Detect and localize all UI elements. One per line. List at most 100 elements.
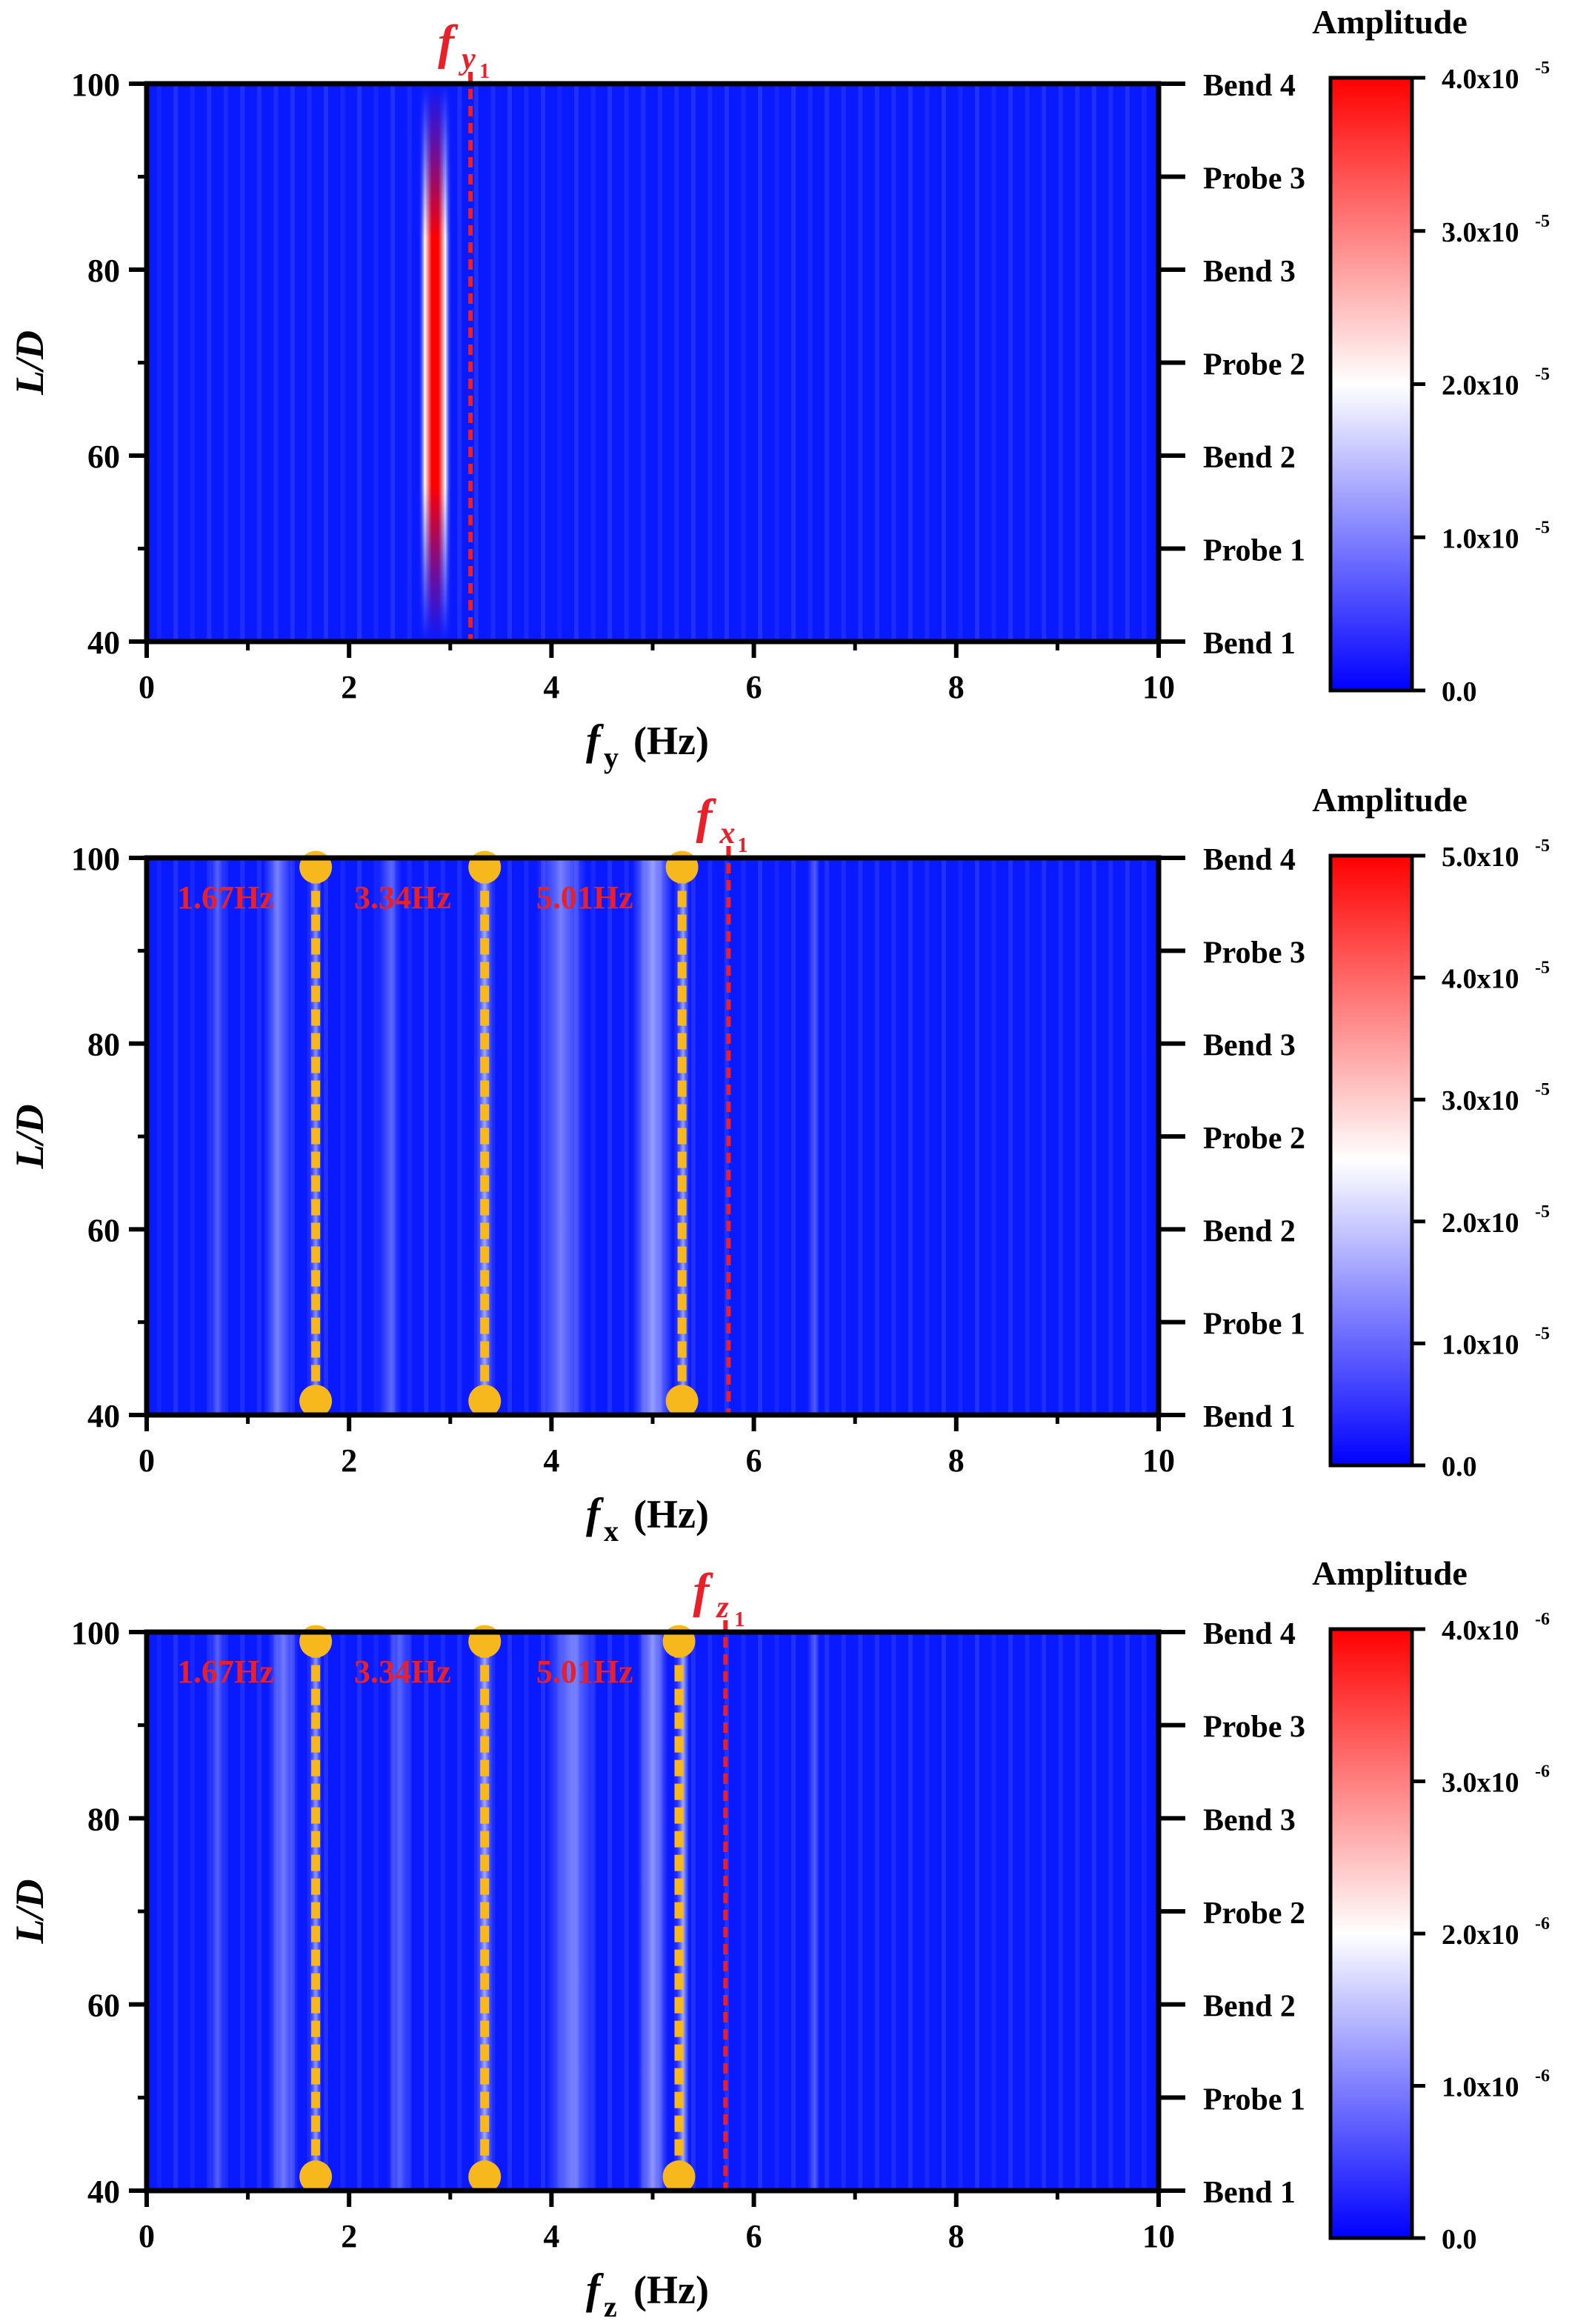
heatmap-stripe bbox=[1058, 1632, 1063, 2191]
heatmap-stripe bbox=[1091, 1632, 1096, 2191]
heatmap-stripe bbox=[858, 84, 863, 642]
colorbar-frame bbox=[1328, 853, 1414, 1468]
heatmap-stripe bbox=[1108, 858, 1113, 1415]
heatmap-stripe bbox=[207, 84, 212, 642]
heatmap-stripe bbox=[758, 858, 763, 1415]
heatmap-stripe bbox=[975, 84, 980, 642]
heatmap-stripe bbox=[373, 858, 379, 1415]
colorbar-tick-exp: -5 bbox=[1535, 365, 1550, 384]
heatmap-stripe bbox=[390, 84, 396, 642]
right-tick-label: Bend 4 bbox=[1203, 1617, 1296, 1651]
x-tick-label: 6 bbox=[746, 2218, 762, 2254]
x-tick-label: 10 bbox=[1142, 2218, 1175, 2254]
heatmap-stripe bbox=[156, 858, 161, 1415]
heatmap-stripe bbox=[841, 858, 846, 1415]
y-tick-label: 80 bbox=[87, 1801, 120, 1837]
right-tick-label: Bend 4 bbox=[1203, 843, 1296, 877]
reference-line-sub: z bbox=[715, 1591, 729, 1625]
right-tick-label: Bend 2 bbox=[1203, 1214, 1296, 1248]
colorbar-tick-exp: -5 bbox=[1535, 518, 1550, 537]
heatmap-stripe bbox=[340, 858, 345, 1415]
harmonic-label: 5.01Hz bbox=[536, 1654, 633, 1690]
heatmap-stripe bbox=[774, 858, 779, 1415]
heatmap-stripe bbox=[1042, 1632, 1047, 2191]
heatmap-stripe bbox=[1108, 1632, 1113, 2191]
heatmap-stripe bbox=[774, 1632, 779, 2191]
harmonic-label: 3.34Hz bbox=[354, 1654, 451, 1690]
heatmap-stripe bbox=[1125, 1632, 1130, 2191]
heatmap-stripe bbox=[941, 84, 946, 642]
x-tick-label: 6 bbox=[746, 669, 762, 705]
heatmap-stripe bbox=[424, 1632, 429, 2191]
y-tick-label: 40 bbox=[87, 1398, 120, 1434]
heatmap-stripe bbox=[440, 858, 445, 1415]
colorbar-tick-exp: -6 bbox=[1535, 2067, 1550, 2086]
colorbar-title: Amplitude bbox=[1312, 3, 1468, 41]
heatmap-stripe bbox=[741, 84, 746, 642]
colorbar-tick-exp: -5 bbox=[1535, 59, 1550, 78]
heatmap-peak bbox=[263, 858, 294, 1415]
heatmap-stripe bbox=[1075, 1632, 1080, 2191]
y-tick-label: 100 bbox=[71, 841, 120, 877]
heatmap-stripe bbox=[473, 84, 479, 642]
heatmap-stripe bbox=[958, 858, 963, 1415]
harmonic-dot-bottom bbox=[299, 1385, 333, 1418]
heatmap-stripe bbox=[574, 84, 579, 642]
colorbar-tick-exp: -5 bbox=[1535, 959, 1550, 978]
heatmap-stripe bbox=[190, 858, 195, 1415]
heatmap-stripe bbox=[1025, 84, 1030, 642]
harmonic-dot-bottom bbox=[662, 2160, 696, 2194]
heatmap-stripe bbox=[307, 858, 312, 1415]
heatmap-background bbox=[147, 84, 1159, 642]
heatmap-stripe bbox=[1075, 84, 1080, 642]
heatmap-stripe bbox=[624, 858, 629, 1415]
x-tick-label: 0 bbox=[139, 1442, 155, 1479]
heatmap-stripe bbox=[707, 84, 713, 642]
heatmap-stripe bbox=[524, 84, 529, 642]
harmonic-label: 5.01Hz bbox=[536, 879, 633, 916]
heatmap-stripe bbox=[223, 1632, 228, 2191]
x-tick-label: 2 bbox=[341, 1442, 357, 1479]
heatmap-stripe bbox=[907, 1632, 913, 2191]
heatmap-stripe bbox=[424, 858, 429, 1415]
heatmap-stripe bbox=[1042, 84, 1047, 642]
colorbar-tick-exp: -5 bbox=[1535, 1080, 1550, 1099]
heatmap-stripe bbox=[791, 84, 796, 642]
reference-line-sub2: 1 bbox=[479, 60, 490, 83]
heatmap-stripe bbox=[1075, 858, 1080, 1415]
heatmap-stripe bbox=[991, 84, 996, 642]
heatmap-stripe bbox=[791, 1632, 796, 2191]
heatmap-stripe bbox=[907, 858, 913, 1415]
heatmap-stripe bbox=[991, 1632, 996, 2191]
heatmap-peak bbox=[209, 1632, 226, 2191]
heatmap-stripe bbox=[256, 84, 262, 642]
y-tick-label: 80 bbox=[87, 1027, 120, 1063]
reference-line-label: f bbox=[693, 1564, 713, 1618]
colorbar-tick-label: 5.0x10 bbox=[1442, 842, 1519, 873]
heatmap-peak bbox=[536, 858, 587, 1415]
heatmap-stripe bbox=[256, 858, 262, 1415]
heatmap-stripe bbox=[490, 858, 496, 1415]
colorbar-tick-exp: -5 bbox=[1535, 836, 1550, 856]
right-tick-label: Bend 1 bbox=[1203, 2176, 1296, 2210]
heatmap-stripe bbox=[1091, 84, 1096, 642]
right-tick-label: Probe 2 bbox=[1203, 1122, 1305, 1156]
heatmap-stripe bbox=[874, 858, 879, 1415]
heatmap-stripe bbox=[1025, 1632, 1030, 2191]
heatmap-stripe bbox=[256, 1632, 262, 2191]
heatmap-stripe bbox=[307, 84, 312, 642]
heatmap-stripe bbox=[490, 84, 496, 642]
heatmap-stripe bbox=[741, 1632, 746, 2191]
heatmap-stripe bbox=[1058, 84, 1063, 642]
x-axis-label-sub: x bbox=[604, 1514, 619, 1548]
heatmap-peak bbox=[209, 858, 226, 1415]
heatmap-stripe bbox=[507, 84, 512, 642]
heatmap-stripe bbox=[223, 84, 228, 642]
heatmap-stripe bbox=[473, 1632, 479, 2191]
heatmap-stripe bbox=[657, 84, 662, 642]
heatmap-stripe bbox=[307, 1632, 312, 2191]
x-axis-label-sub: z bbox=[604, 2290, 617, 2323]
